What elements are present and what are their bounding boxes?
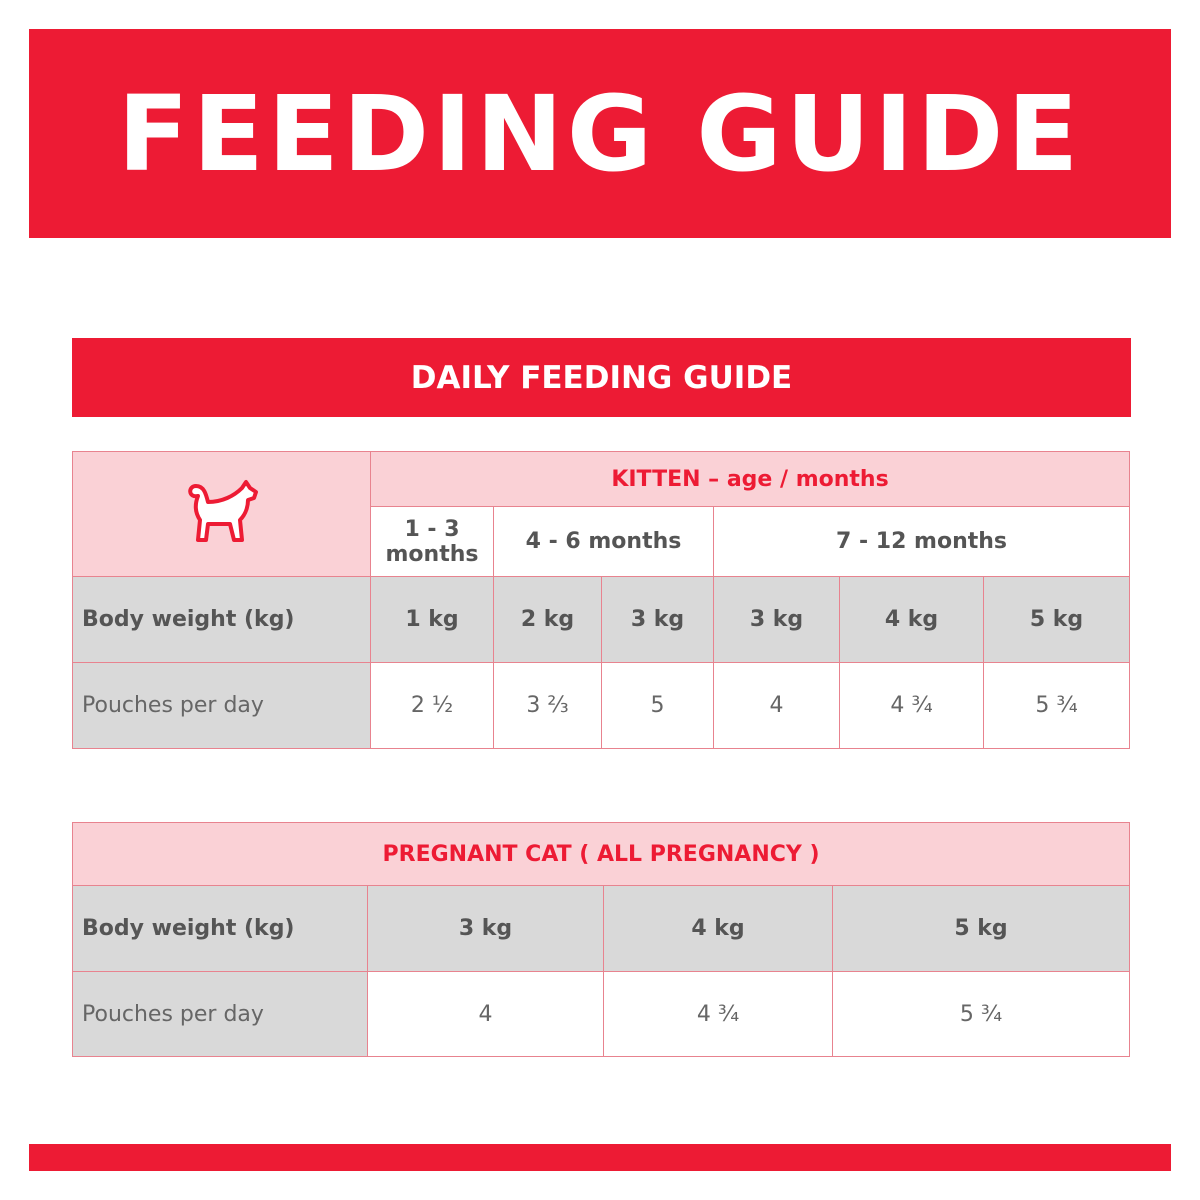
page-title: FEEDING GUIDE	[117, 72, 1083, 195]
weight-cell: 1 kg	[370, 576, 494, 663]
age-group-7-12: 7 - 12 months	[712, 506, 1131, 577]
table-row: Pouches per day 4 4 ¾ 5 ¾	[72, 971, 1131, 1057]
pouch-cell: 5 ¾	[831, 971, 1131, 1057]
section-banner: DAILY FEEDING GUIDE	[72, 338, 1131, 417]
pouch-cell: 4 ¾	[839, 662, 984, 749]
weight-cell: 4 kg	[839, 576, 984, 663]
cat-icon-cell	[72, 451, 371, 577]
table-row: Pouches per day 2 ½ 3 ⅔ 5 4 4 ¾ 5 ¾	[72, 662, 1131, 749]
row-label-weight: Body weight (kg)	[72, 576, 371, 663]
title-banner: FEEDING GUIDE	[29, 29, 1171, 238]
pouch-cell: 4 ¾	[603, 971, 833, 1057]
pregnant-header: PREGNANT CAT ( ALL PREGNANCY )	[71, 822, 1131, 886]
kitten-header: KITTEN – age / months	[369, 451, 1131, 507]
age-group-1-3: 1 - 3 months	[370, 506, 494, 577]
kitten-feeding-table: KITTEN – age / months 1 - 3 months 4 - 6…	[72, 451, 1131, 749]
pouch-cell: 4	[367, 971, 604, 1057]
table-row: Body weight (kg) 3 kg 4 kg 5 kg	[72, 885, 1131, 972]
row-label-pouches: Pouches per day	[72, 662, 371, 749]
weight-cell: 3 kg	[601, 576, 714, 663]
pouch-cell: 4	[713, 662, 840, 749]
weight-cell: 5 kg	[982, 576, 1131, 663]
weight-cell: 3 kg	[713, 576, 840, 663]
pouch-cell: 3 ⅔	[493, 662, 602, 749]
cat-icon	[182, 480, 262, 552]
weight-cell: 4 kg	[603, 885, 833, 972]
pouch-cell: 2 ½	[370, 662, 494, 749]
pouch-cell: 5	[601, 662, 714, 749]
row-label-weight: Body weight (kg)	[72, 885, 368, 972]
weight-cell: 3 kg	[367, 885, 604, 972]
pregnant-cat-table: PREGNANT CAT ( ALL PREGNANCY ) Body weig…	[71, 822, 1131, 1057]
footer-bar	[29, 1144, 1171, 1171]
row-label-pouches: Pouches per day	[72, 971, 368, 1057]
pouch-cell: 5 ¾	[982, 662, 1131, 749]
table-row: Body weight (kg) 1 kg 2 kg 3 kg 3 kg 4 k…	[72, 576, 1131, 663]
weight-cell: 2 kg	[493, 576, 602, 663]
section-title: DAILY FEEDING GUIDE	[410, 359, 793, 396]
weight-cell: 5 kg	[831, 885, 1131, 972]
age-group-4-6: 4 - 6 months	[493, 506, 714, 577]
